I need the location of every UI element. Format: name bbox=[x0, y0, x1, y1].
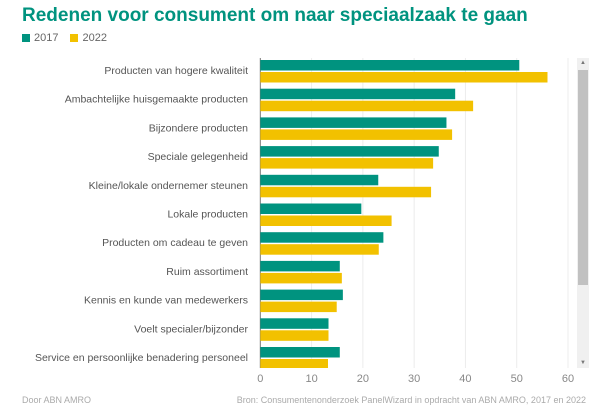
bar-2022 bbox=[260, 330, 329, 341]
x-tick-label: 30 bbox=[408, 373, 420, 385]
chart-title: Redenen voor consument om naar speciaalz… bbox=[22, 5, 528, 26]
x-axis: 0 10 20 30 40 50 60 bbox=[257, 373, 574, 385]
scrollbar-thumb[interactable] bbox=[578, 70, 588, 285]
bar-2017 bbox=[260, 88, 456, 100]
scroll-up-icon[interactable]: ▲ bbox=[580, 60, 586, 66]
legend-swatch-2017 bbox=[22, 34, 30, 42]
category-label: Speciale gelegenheid bbox=[148, 151, 249, 163]
bar-2022 bbox=[260, 186, 432, 198]
category-label: Ruim assortiment bbox=[166, 266, 248, 278]
category-label: Producten om cadeau te geven bbox=[102, 237, 248, 249]
x-tick-label: 50 bbox=[511, 373, 523, 385]
bar-chart: Producten van hogere kwaliteit Ambachteli… bbox=[35, 58, 569, 368]
legend-swatch-2022 bbox=[70, 34, 79, 42]
scroll-down-icon[interactable]: ▼ bbox=[580, 360, 586, 366]
x-tick-label: 0 bbox=[257, 373, 263, 385]
legend-label-2017: 2017 bbox=[34, 32, 59, 44]
legend-label-2022: 2022 bbox=[82, 32, 107, 44]
plot-area[interactable]: Producten van hogere kwaliteit Ambachteli… bbox=[0, 58, 600, 368]
category-label: Ambachtelijke huisgemaakte producten bbox=[65, 94, 248, 106]
bar-2022 bbox=[260, 72, 548, 83]
category-label: Producten van hogere kwaliteit bbox=[104, 65, 248, 77]
bar-2022 bbox=[260, 272, 342, 284]
footer-credit: Door ABN AMRO bbox=[22, 395, 92, 405]
bar-2017 bbox=[260, 117, 447, 128]
scrollbar[interactable]: ▲ ▼ bbox=[577, 58, 589, 368]
bar-2017 bbox=[260, 318, 329, 329]
x-tick-label: 10 bbox=[305, 373, 317, 385]
category-label: Lokale producten bbox=[167, 209, 248, 221]
bar-2022 bbox=[260, 359, 328, 368]
bar-2017 bbox=[260, 232, 384, 243]
bar-2017 bbox=[260, 146, 439, 157]
category-label: Voelt specialer/bijzonder bbox=[134, 323, 248, 335]
bar-2022 bbox=[260, 100, 474, 112]
bar-2022 bbox=[260, 215, 392, 226]
legend: 2017 2022 bbox=[22, 32, 107, 44]
bar-2022 bbox=[260, 244, 379, 255]
category-label: Bijzondere producten bbox=[149, 122, 248, 134]
category-label: Kennis en kunde van medewerkers bbox=[84, 295, 248, 307]
bar-2022 bbox=[260, 301, 337, 313]
x-tick-label: 40 bbox=[459, 373, 471, 385]
category-label: Kleine/lokale ondernemer steunen bbox=[89, 180, 249, 192]
x-tick-label: 20 bbox=[357, 373, 369, 385]
bar-2017 bbox=[260, 289, 343, 301]
bar-2022 bbox=[260, 129, 453, 140]
category-label: Service en persoonlijke benadering perso… bbox=[35, 352, 248, 364]
x-tick-label: 60 bbox=[562, 373, 574, 385]
bar-2017 bbox=[260, 60, 520, 71]
bar-2022 bbox=[260, 158, 434, 169]
bar-2017 bbox=[260, 260, 340, 272]
bar-2017 bbox=[260, 174, 379, 186]
footer-source: Bron: Consumentenonderzoek PanelWizard i… bbox=[236, 395, 586, 405]
bar-2017 bbox=[260, 347, 340, 358]
bar-2017 bbox=[260, 203, 362, 214]
